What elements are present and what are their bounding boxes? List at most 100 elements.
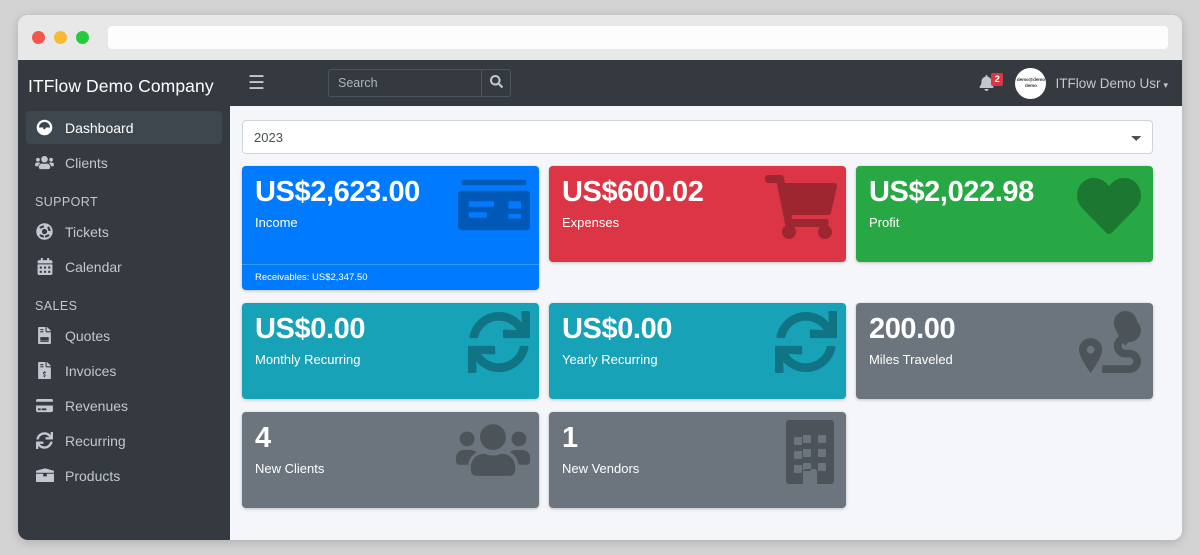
sidebar-item-label: Dashboard	[65, 119, 134, 136]
stat-card-value: 4	[255, 421, 271, 454]
box-icon	[35, 466, 54, 485]
sidebar-item-revenues[interactable]: Revenues	[26, 389, 222, 422]
url-bar-input[interactable]	[108, 26, 1168, 49]
stat-card-body: 1 New Vendors	[549, 412, 846, 508]
stat-card-body: US$0.00 Yearly Recurring	[549, 303, 846, 399]
stat-card-label: Profit	[868, 215, 900, 231]
sidebar-item-label: Invoices	[65, 362, 117, 379]
topbar-right: 2 demo@demo demo ITFlow Demo Usr ▾	[970, 67, 1168, 99]
stat-card-monthly-recurring-col: US$0.00 Monthly Recurring	[237, 302, 544, 412]
stat-card-body: US$2,623.00 Income	[242, 166, 539, 258]
notifications-button[interactable]: 2	[970, 73, 1012, 91]
stat-card-label: Yearly Recurring	[561, 352, 658, 368]
sidebar-item-label: Revenues	[65, 397, 129, 414]
year-filter-select[interactable]: 2023	[242, 120, 1153, 154]
sidebar-item-label: Tickets	[65, 223, 109, 240]
stat-card-value: US$2,022.98	[868, 176, 1034, 208]
stat-card-new-clients-col: 4 New Clients	[237, 411, 544, 521]
stat-card-value: US$2,623.00	[255, 176, 420, 208]
avatar-line-1: demo@demo	[1016, 77, 1045, 82]
search-button[interactable]	[481, 70, 510, 96]
stat-card-value: 200.00	[868, 312, 956, 345]
sidebar-item-recurring[interactable]: Recurring	[26, 424, 222, 457]
user-menu-label: ITFlow Demo Usr	[1055, 75, 1161, 91]
maximize-window-button[interactable]	[76, 31, 89, 44]
stat-card-label: Miles Traveled	[868, 352, 953, 368]
main-area: ☰ 2	[230, 60, 1182, 540]
stat-card-profit[interactable]: US$2,022.98 Profit	[855, 166, 1153, 262]
stat-card-new-vendors-col: 1 New Vendors	[544, 411, 851, 521]
sidebar-section-header-sales: SALES	[35, 299, 78, 313]
stat-card-miles-traveled-col: 200.00 Miles Traveled	[851, 302, 1158, 412]
search-icon	[489, 75, 503, 91]
stat-card-label: Income	[255, 215, 298, 231]
stat-card-yearly-recurring[interactable]: US$0.00 Yearly Recurring	[548, 302, 846, 399]
sidebar-item-calendar[interactable]: Calendar	[26, 250, 222, 283]
sync-icon	[35, 431, 54, 450]
stat-card-profit-col: US$2,022.98 Profit	[851, 166, 1158, 303]
application-root: ITFlow Demo Company Dashboard Clients SU…	[18, 60, 1182, 540]
avatar-line-2: demo	[1025, 83, 1037, 88]
window-traffic-lights	[32, 31, 89, 44]
stat-card-body: US$0.00 Monthly Recurring	[242, 303, 539, 399]
stat-card-income-col: US$2,623.00 Income Receivables: US$2,347…	[237, 166, 544, 303]
minimize-window-button[interactable]	[54, 31, 67, 44]
topbar: ☰ 2	[230, 60, 1182, 106]
avatar[interactable]: demo@demo demo	[1015, 67, 1047, 99]
stat-card-label: Expenses	[561, 215, 620, 231]
stat-card-body: US$2,022.98 Profit	[856, 166, 1153, 262]
stat-card-value: 1	[561, 421, 578, 454]
bell-icon	[979, 75, 994, 91]
credit-card-icon	[35, 396, 54, 415]
sidebar-nav: Dashboard Clients SUPPORT Tickets	[18, 111, 230, 492]
stat-card-miles-traveled[interactable]: 200.00 Miles Traveled	[855, 302, 1153, 399]
stat-card-body: 4 New Clients	[242, 412, 539, 508]
file-dollar-icon	[35, 361, 54, 380]
sidebar-item-dashboard[interactable]: Dashboard	[26, 111, 222, 144]
sidebar-item-label: Clients	[65, 154, 108, 171]
search-input[interactable]	[329, 70, 481, 96]
stat-card-value: US$600.02	[561, 176, 704, 208]
sidebar-item-quotes[interactable]: Quotes	[26, 319, 222, 352]
sidebar-item-label: Calendar	[65, 258, 122, 275]
stat-card-body: 200.00 Miles Traveled	[856, 303, 1153, 399]
stat-card-label: New Clients	[255, 461, 325, 477]
browser-window: ITFlow Demo Company Dashboard Clients SU…	[18, 15, 1182, 540]
sidebar-item-products[interactable]: Products	[26, 459, 222, 492]
notification-badge: 2	[991, 73, 1004, 86]
sidebar-item-label: Recurring	[65, 432, 126, 449]
lifering-icon	[35, 222, 54, 241]
sidebar-item-tickets[interactable]: Tickets	[26, 215, 222, 248]
stat-card-new-clients[interactable]: 4 New Clients	[242, 411, 539, 508]
stat-card-yearly-recurring-col: US$0.00 Yearly Recurring	[544, 302, 851, 412]
stat-card-value: US$0.00	[255, 312, 366, 345]
file-invoice-icon	[35, 326, 54, 345]
sidebar-brand[interactable]: ITFlow Demo Company	[28, 76, 214, 96]
sidebar-item-label: Quotes	[65, 327, 111, 344]
sidebar-item-label: Products	[65, 467, 121, 484]
stat-card-label: New Vendors	[561, 461, 640, 477]
search-box	[328, 69, 511, 97]
sidebar-item-clients[interactable]: Clients	[26, 146, 222, 179]
menu-toggle-icon[interactable]: ☰	[248, 72, 266, 94]
sidebar-section-header-support: SUPPORT	[35, 195, 98, 209]
stat-card-income[interactable]: US$2,623.00 Income Receivables: US$2,347…	[242, 166, 539, 290]
stat-card-monthly-recurring[interactable]: US$0.00 Monthly Recurring	[242, 302, 539, 399]
stat-card-footer: Receivables: US$2,347.50	[242, 263, 539, 290]
close-window-button[interactable]	[32, 31, 45, 44]
dashboard-icon	[35, 118, 54, 137]
sidebar-item-invoices[interactable]: Invoices	[26, 354, 222, 387]
stat-card-expenses-col: US$600.02 Expenses	[544, 166, 851, 303]
chevron-down-icon: ▾	[1163, 79, 1168, 90]
user-menu[interactable]: ITFlow Demo Usr ▾	[1055, 76, 1168, 91]
users-icon	[35, 153, 54, 172]
stat-card-label: Monthly Recurring	[255, 352, 361, 368]
stat-card-expenses[interactable]: US$600.02 Expenses	[548, 166, 846, 262]
stat-card-body: US$600.02 Expenses	[549, 166, 846, 262]
calendar-icon	[35, 257, 54, 276]
sidebar: ITFlow Demo Company Dashboard Clients SU…	[18, 60, 230, 540]
stat-card-value: US$0.00	[561, 312, 673, 345]
content-area: 2023 US$2,623.00 Income	[230, 106, 1182, 540]
stat-cards-grid: US$2,623.00 Income Receivables: US$2,347…	[237, 166, 1158, 521]
stat-card-new-vendors[interactable]: 1 New Vendors	[548, 411, 846, 508]
